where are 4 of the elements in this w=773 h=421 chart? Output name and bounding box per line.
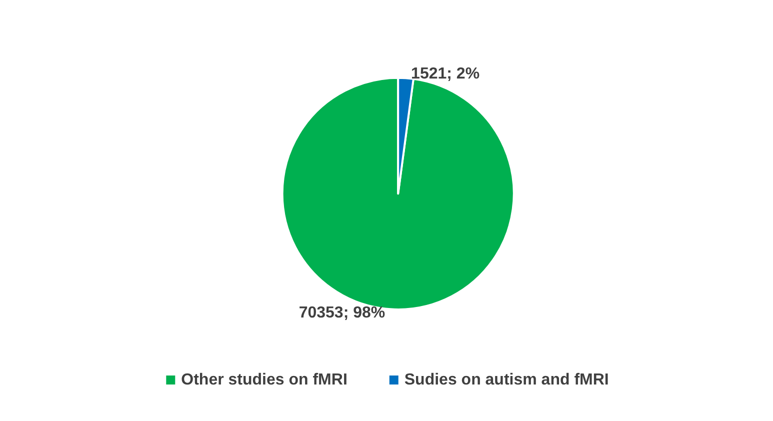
data-label: 70353; 98%	[298, 304, 386, 322]
legend-label: Other studies on fMRI	[181, 372, 348, 388]
legend-label: Sudies on autism and fMRI	[404, 372, 609, 388]
data-label: 1521; 2%	[411, 66, 480, 83]
